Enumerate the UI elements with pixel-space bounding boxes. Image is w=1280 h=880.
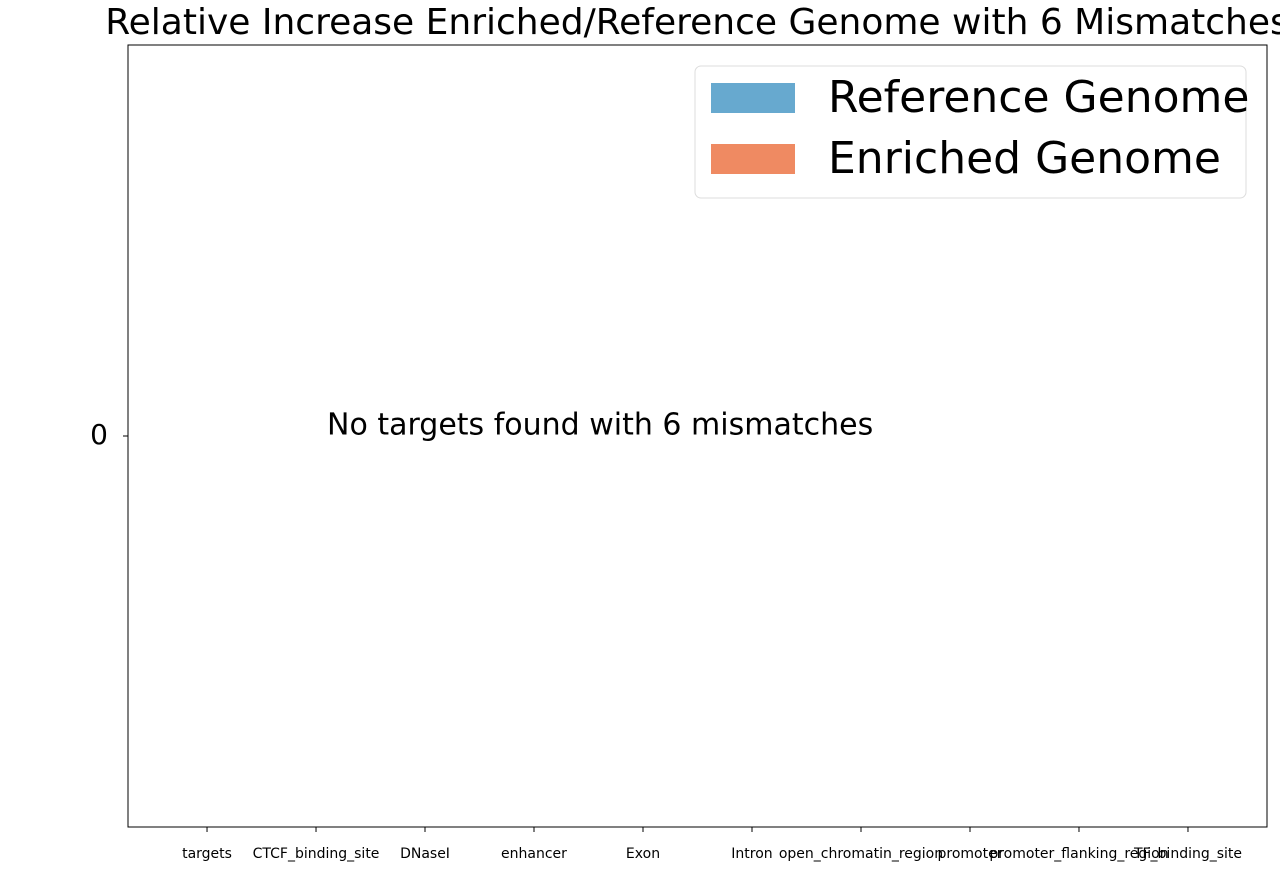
- x-tick-label: Exon: [626, 846, 660, 862]
- legend-label: Reference Genome: [828, 72, 1249, 123]
- x-tick-label: promoter_flanking_region: [989, 846, 1168, 862]
- annotation: No targets found with 6 mismatches: [327, 408, 873, 443]
- legend-swatch: [711, 144, 795, 174]
- x-tick-label: Intron: [731, 846, 772, 862]
- y-tick-label: 0: [90, 418, 108, 451]
- x-tick-label: CTCF_binding_site: [253, 846, 380, 862]
- x-tick-label: TF_binding_site: [1133, 846, 1242, 862]
- legend-swatch: [711, 83, 795, 113]
- legend-box: [694, 65, 1247, 199]
- chart-title: Relative Increase Enriched/Reference Gen…: [105, 2, 1280, 43]
- x-tick-label: open_chromatin_region: [779, 846, 943, 862]
- x-tick-label: targets: [182, 846, 232, 862]
- x-tick-label: enhancer: [501, 846, 567, 862]
- legend-label: Enriched Genome: [828, 133, 1221, 184]
- x-tick-label: promoter: [938, 846, 1003, 862]
- x-tick-label: DNaseI: [400, 846, 450, 862]
